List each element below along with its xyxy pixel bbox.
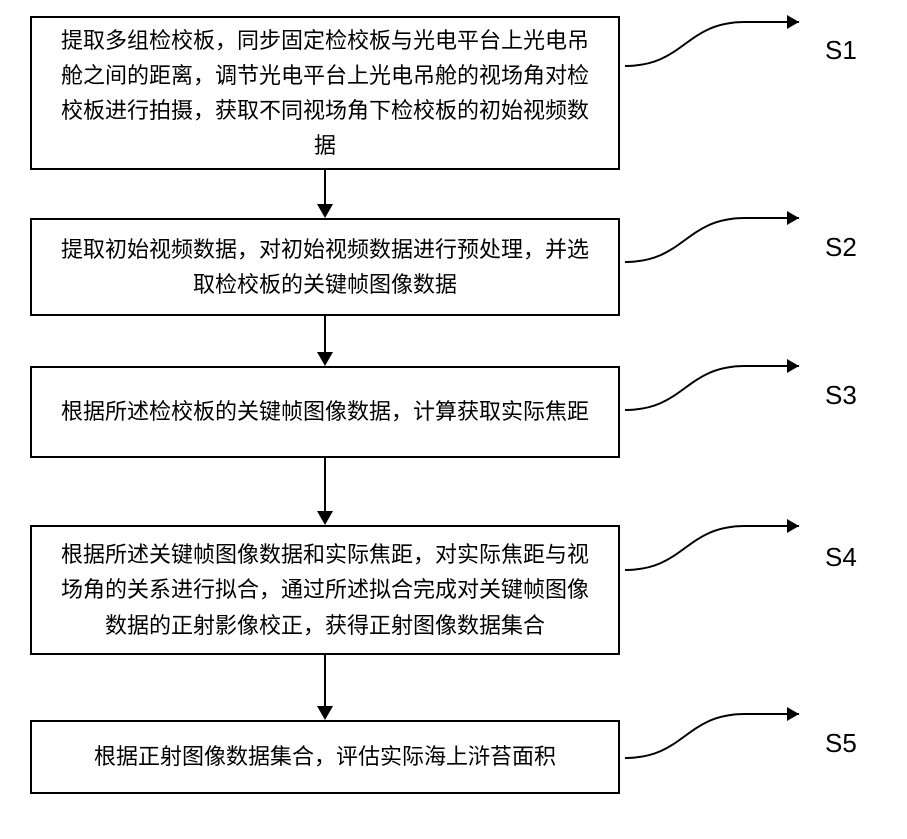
step-label-text: S2 bbox=[825, 232, 857, 262]
flow-step-s4: 根据所述关键帧图像数据和实际焦距，对实际焦距与视场角的关系进行拟合，通过所述拟合… bbox=[30, 525, 620, 655]
flow-step-text: 根据正射图像数据集合，评估实际海上浒苔面积 bbox=[94, 739, 556, 774]
flow-step-text: 提取初始视频数据，对初始视频数据进行预处理，并选取检校板的关键帧图像数据 bbox=[52, 232, 598, 302]
step-label-s4: S4 bbox=[825, 542, 857, 573]
step-label-text: S4 bbox=[825, 542, 857, 572]
flow-step-s5: 根据正射图像数据集合，评估实际海上浒苔面积 bbox=[30, 720, 620, 794]
flow-step-text: 根据所述检校板的关键帧图像数据，计算获取实际焦距 bbox=[61, 394, 589, 429]
label-arrow-s2 bbox=[625, 216, 815, 271]
step-label-text: S5 bbox=[825, 728, 857, 758]
label-arrow-s5 bbox=[625, 712, 815, 767]
flow-step-s3: 根据所述检校板的关键帧图像数据，计算获取实际焦距 bbox=[30, 366, 620, 458]
flow-step-text: 提取多组检校板，同步固定检校板与光电平台上光电吊舱之间的距离，调节光电平台上光电… bbox=[52, 23, 598, 164]
step-label-text: S3 bbox=[825, 380, 857, 410]
step-label-text: S1 bbox=[825, 35, 857, 65]
label-arrow-s1 bbox=[625, 20, 815, 75]
step-label-s3: S3 bbox=[825, 380, 857, 411]
label-arrow-s4 bbox=[625, 524, 815, 579]
flow-step-text: 根据所述关键帧图像数据和实际焦距，对实际焦距与视场角的关系进行拟合，通过所述拟合… bbox=[52, 537, 598, 643]
step-label-s1: S1 bbox=[825, 35, 857, 66]
flow-step-s1: 提取多组检校板，同步固定检校板与光电平台上光电吊舱之间的距离，调节光电平台上光电… bbox=[30, 16, 620, 170]
step-label-s5: S5 bbox=[825, 728, 857, 759]
step-label-s2: S2 bbox=[825, 232, 857, 263]
flow-step-s2: 提取初始视频数据，对初始视频数据进行预处理，并选取检校板的关键帧图像数据 bbox=[30, 218, 620, 316]
label-arrow-s3 bbox=[625, 364, 815, 419]
